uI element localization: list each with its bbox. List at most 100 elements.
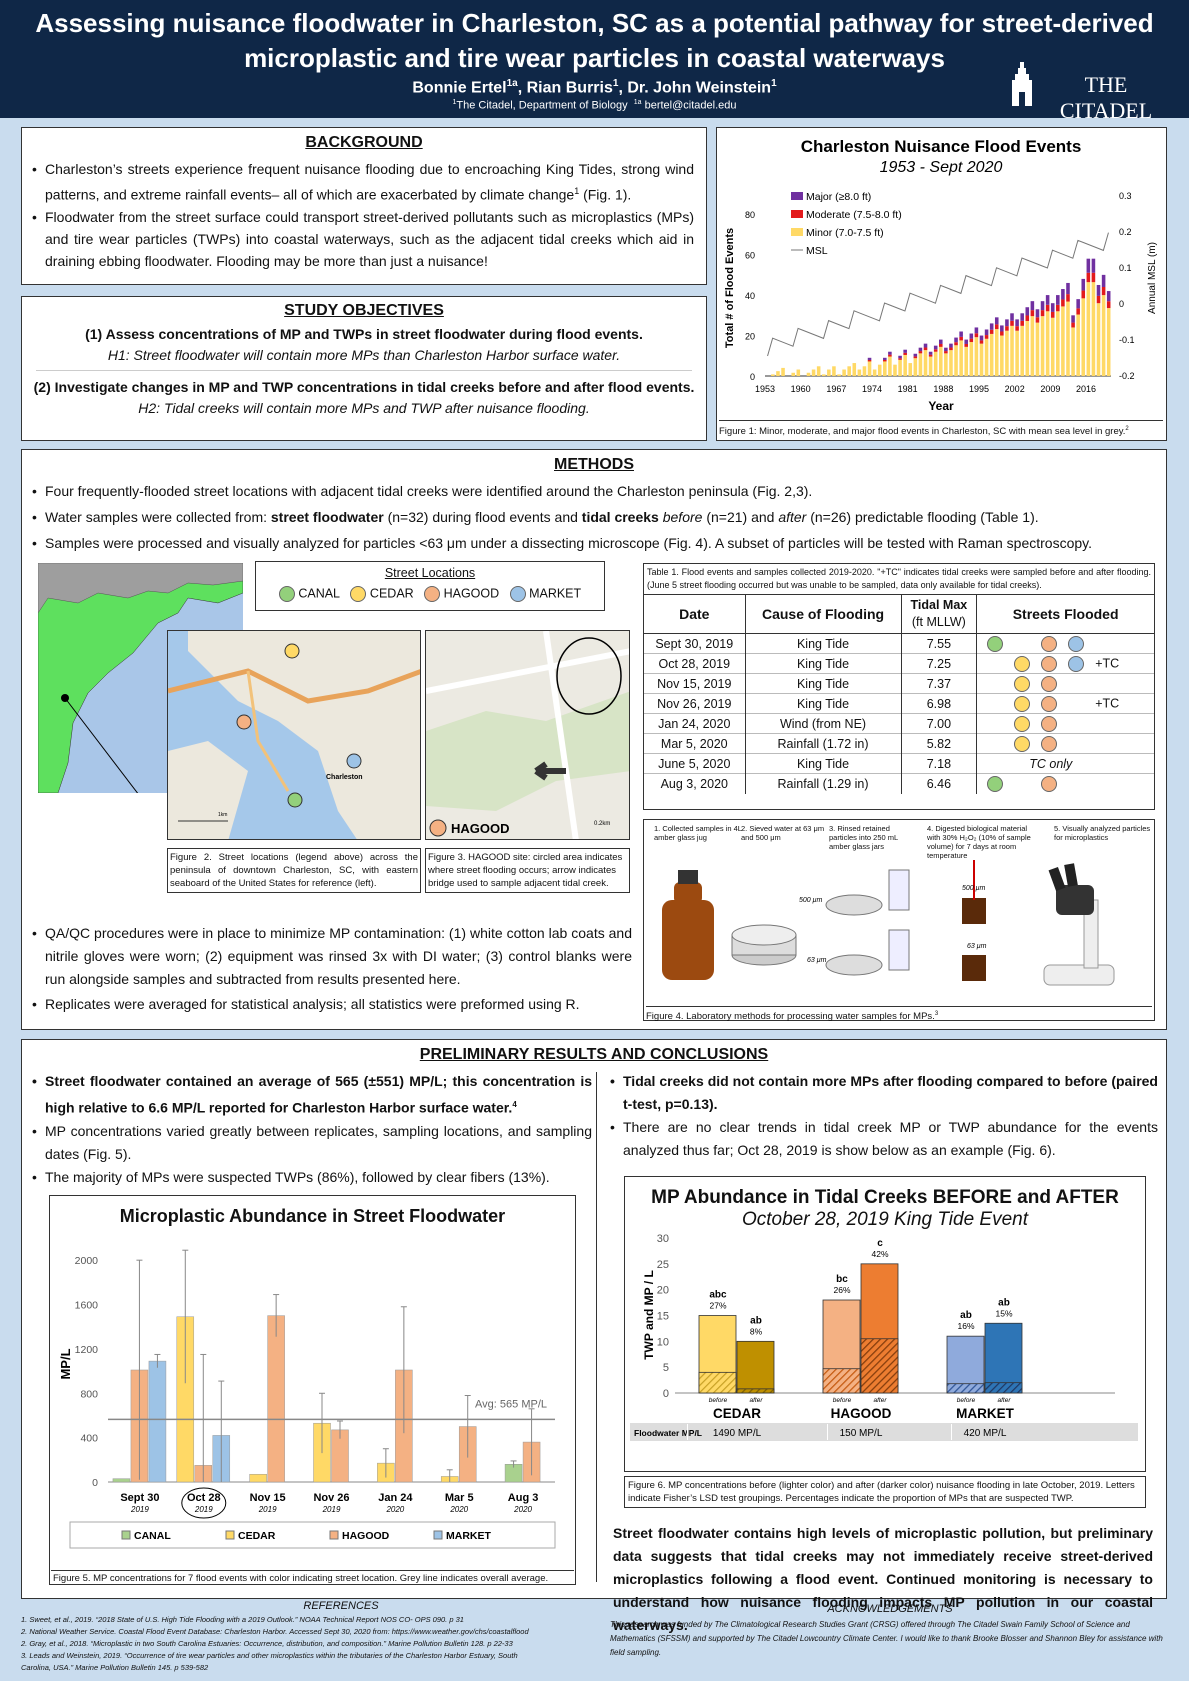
fig5-category: Nov 15 bbox=[250, 1492, 286, 1504]
fig1-subtitle: 1953 - Sept 2020 bbox=[880, 159, 1003, 176]
fig1-bar-minor bbox=[898, 359, 902, 376]
svg-text:0.2km: 0.2km bbox=[594, 821, 610, 827]
acknowledgements-text: This research was funded by The Climatol… bbox=[610, 1620, 1163, 1657]
figure-1-caption: Figure 1: Minor, moderate, and major flo… bbox=[719, 420, 1163, 438]
fig5-year: 2020 bbox=[449, 1505, 468, 1514]
figure-5-caption: Figure 5. MP concentrations for 7 flood … bbox=[51, 1570, 574, 1586]
fig6-pct: 42% bbox=[871, 1249, 888, 1259]
figure-4-caption: Figure 4. Laboratory methods for process… bbox=[646, 1006, 1152, 1023]
fig1-bar-minor bbox=[949, 350, 953, 376]
qa-bullet: QA/QC procedures were in place to minimi… bbox=[32, 922, 632, 991]
fig6-floodwater-row bbox=[630, 1423, 1138, 1441]
jar-icon bbox=[962, 860, 986, 981]
fig1-bar-minor bbox=[883, 361, 887, 376]
objective-2: (2) Investigate changes in MP and TWP co… bbox=[33, 379, 695, 395]
fig5-legend-label: CANAL bbox=[134, 1530, 171, 1542]
fig1-bar-moderate bbox=[913, 356, 918, 359]
fig1-bar-moderate bbox=[933, 349, 938, 352]
fig1-bar-minor bbox=[918, 353, 923, 376]
fig5-legend-label: CEDAR bbox=[238, 1530, 276, 1542]
fig1-bar-minor bbox=[1010, 325, 1014, 376]
table-cell-streets bbox=[976, 633, 1154, 654]
references-section: REFERENCES 1. Sweet, et al., 2019. “2018… bbox=[21, 1600, 621, 1674]
fig1-bar-minor bbox=[994, 329, 999, 376]
fig1-bar-minor bbox=[933, 351, 938, 376]
fig1-bar-moderate bbox=[1091, 272, 1096, 283]
svg-text:HAGOOD: HAGOOD bbox=[451, 821, 510, 836]
fig5-ytick: 2000 bbox=[75, 1255, 99, 1267]
table-1-caption: Table 1. Flood events and samples collec… bbox=[644, 564, 1154, 595]
fig5-ytick: 0 bbox=[92, 1477, 98, 1489]
fig1-bar-moderate bbox=[959, 336, 963, 341]
fig1-bar-major bbox=[1030, 301, 1035, 311]
fig1-bar-minor bbox=[1040, 316, 1045, 376]
cedar-dot bbox=[350, 586, 367, 602]
fig1-bar-moderate bbox=[1005, 326, 1009, 331]
fig1-bar-moderate bbox=[1076, 308, 1080, 315]
fig1-bar-moderate bbox=[1071, 322, 1075, 328]
fig1-bar-moderate bbox=[974, 333, 979, 338]
fig1-bar-minor bbox=[888, 356, 892, 376]
fig1-bar-minor bbox=[821, 374, 826, 376]
table-header-streets: Streets Flooded bbox=[976, 595, 1154, 634]
fig6-period: before bbox=[957, 1397, 976, 1404]
fig6-site: CEDAR bbox=[713, 1406, 761, 1421]
table-cell-cause: King Tide bbox=[744, 633, 901, 654]
fig1-bar-major bbox=[1056, 295, 1060, 305]
site-dot bbox=[1041, 635, 1058, 652]
table-row: June 5, 2020 King Tide 7.18 TC only bbox=[644, 753, 1154, 774]
table-cell-date: Nov 15, 2019 bbox=[644, 673, 746, 694]
fig5-year: 2019 bbox=[258, 1505, 277, 1514]
fig1-bar-minor bbox=[954, 345, 958, 376]
fig5-category: Mar 5 bbox=[445, 1492, 474, 1504]
fig1-bar-moderate bbox=[994, 324, 999, 330]
step-1-label: 1. Collected samples in 4L amber glass j… bbox=[654, 824, 742, 842]
fig1-bar-major bbox=[954, 337, 958, 343]
fig6-letter: ab bbox=[998, 1297, 1010, 1308]
fig1-bar-major bbox=[1076, 299, 1080, 309]
site-dot bbox=[1014, 655, 1031, 672]
fig1-ylabel: Total # of Flood Events bbox=[724, 228, 736, 348]
site-dot bbox=[987, 775, 1004, 792]
table-cell-date: Aug 3, 2020 bbox=[644, 773, 746, 794]
fig1-bar-moderate bbox=[928, 354, 933, 357]
fig1-bar-minor bbox=[923, 350, 928, 376]
fig1-bar-minor bbox=[867, 361, 872, 376]
table-cell-cause: Wind (from NE) bbox=[744, 713, 901, 734]
fig1-bar-minor bbox=[1035, 322, 1040, 376]
results-bullet-2: MP concentrations varied greatly between… bbox=[32, 1120, 592, 1166]
fig1-bar-moderate bbox=[1045, 304, 1050, 312]
fig1-bar-moderate bbox=[984, 335, 989, 339]
fig1-bar-moderate bbox=[1056, 304, 1060, 312]
methods-heading: METHODS bbox=[554, 456, 634, 473]
table-cell-date: Jan 24, 2020 bbox=[644, 713, 746, 734]
fig1-bar-minor bbox=[913, 358, 918, 376]
fig1-bar-minor bbox=[1025, 320, 1030, 376]
site-dot bbox=[1014, 735, 1031, 752]
fig1-bar-major bbox=[898, 355, 902, 359]
results-bullet-1: Street floodwater contained an average o… bbox=[32, 1070, 592, 1120]
fig1-bar-major bbox=[923, 343, 928, 348]
fig1-xtick: 1967 bbox=[826, 384, 846, 394]
fig1-bar-major bbox=[928, 351, 933, 355]
fig5-ylabel: MP/L bbox=[58, 1348, 73, 1379]
fig6-twp-segment bbox=[946, 1383, 985, 1394]
fig1-xtick: 1981 bbox=[898, 384, 918, 394]
fig1-bar-minor bbox=[1015, 330, 1019, 376]
fig1-bar-moderate bbox=[883, 359, 887, 362]
fig5-bar bbox=[112, 1478, 131, 1483]
authors: Bonnie Ertel1a, Rian Burris1, Dr. John W… bbox=[412, 78, 777, 97]
fig1-bar-minor bbox=[816, 366, 821, 376]
tower-icon bbox=[1012, 62, 1032, 106]
fig1-bar-minor bbox=[796, 369, 801, 376]
fig1-bar-moderate bbox=[1061, 299, 1065, 307]
fig1-legend-swatch bbox=[791, 228, 803, 236]
fig6-ytick: 15 bbox=[657, 1311, 669, 1323]
table-cell-max: 7.18 bbox=[900, 753, 977, 774]
table-row: Mar 5, 2020 Rainfall (1.72 in) 5.82 bbox=[644, 733, 1154, 754]
table-cell-cause: Rainfall (1.29 in) bbox=[744, 773, 901, 794]
fig6-twp-segment bbox=[984, 1382, 1023, 1394]
reference-item: 2. Gray, et al., 2018. “Microplastic in … bbox=[21, 1639, 513, 1648]
fig1-bar-minor bbox=[939, 346, 943, 376]
